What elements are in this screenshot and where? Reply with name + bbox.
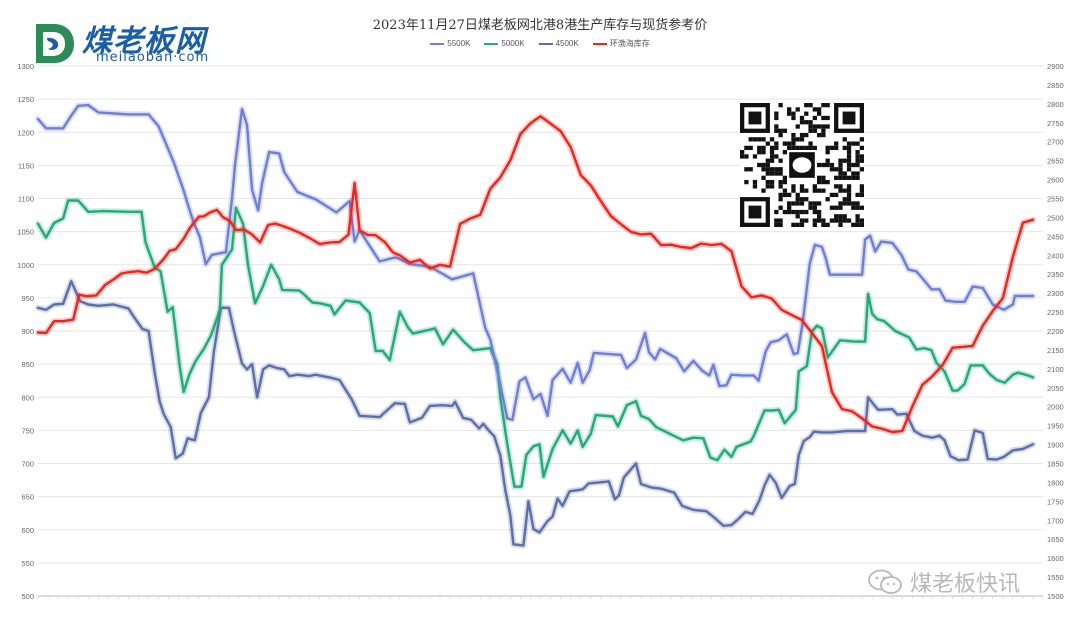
watermark-text: 煤老板快讯 xyxy=(910,572,1021,597)
y-right-tick-label: 2550 xyxy=(1047,195,1064,204)
y-right-tick-label: 2700 xyxy=(1047,138,1064,147)
y-left-tick-label: 550 xyxy=(21,559,34,568)
y-right-tick-label: 2500 xyxy=(1047,213,1064,222)
y-right-tick-label: 2850 xyxy=(1047,81,1064,90)
y-right-tick-label: 1850 xyxy=(1047,460,1064,469)
y-right-tick-label: 2900 xyxy=(1047,62,1064,71)
y-right-tick-label: 2050 xyxy=(1047,384,1064,393)
legend-swatch xyxy=(538,42,553,45)
y-left-tick-label: 500 xyxy=(21,592,34,601)
y-right-tick-label: 1750 xyxy=(1047,497,1064,506)
y-right-tick-label: 2750 xyxy=(1047,119,1064,128)
wechat-icon xyxy=(868,569,902,594)
y-right-tick-label: 2400 xyxy=(1047,251,1064,260)
legend-item: 5000K xyxy=(484,38,525,49)
y-left-tick-label: 1150 xyxy=(18,161,34,170)
legend-swatch xyxy=(484,42,499,45)
y-left-tick-label: 1200 xyxy=(17,128,34,137)
y-right-tick-label: 1900 xyxy=(1047,441,1064,450)
y-right-tick-label: 1550 xyxy=(1047,573,1064,582)
y-right-tick-label: 1950 xyxy=(1047,422,1064,431)
y-left-tick-label: 950 xyxy=(21,294,34,303)
logo-d-icon xyxy=(36,24,74,63)
y-right-tick-label: 2200 xyxy=(1047,327,1064,336)
y-left-tick-label: 900 xyxy=(21,327,34,336)
y-right-tick-label: 1500 xyxy=(1047,592,1064,601)
y-left-tick-label: 750 xyxy=(21,426,34,435)
y-right-tick-label: 2450 xyxy=(1047,232,1064,241)
y-right-tick-label: 2800 xyxy=(1047,100,1064,109)
site-logo: 煤老板网 meilaoban·com xyxy=(30,14,250,70)
legend-label: 5500K xyxy=(447,39,471,48)
legend-item: 环渤海库存 xyxy=(592,38,650,49)
y-right-tick-label: 1800 xyxy=(1047,478,1064,487)
y-left-tick-label: 700 xyxy=(21,460,34,469)
y-left-tick-label: 800 xyxy=(21,393,34,402)
y-left-tick-label: 1050 xyxy=(17,228,34,237)
y-right-tick-label: 2150 xyxy=(1047,346,1064,355)
series-line-4500K xyxy=(36,280,1035,547)
y-right-tick-label: 1650 xyxy=(1047,535,1064,544)
legend-item: 5500K xyxy=(430,38,470,49)
y-right-tick-label: 1700 xyxy=(1047,516,1064,525)
legend-label: 环渤海库存 xyxy=(609,39,650,48)
y-right-tick-label: 2600 xyxy=(1047,176,1064,185)
chart-title: 2023年11月27日煤老板网北港8港生产库存与现货参考价 xyxy=(372,18,708,33)
y-right-tick-label: 1600 xyxy=(1047,554,1064,563)
y-right-tick-label: 2100 xyxy=(1047,365,1064,374)
chart-legend: 5500K 5000K 4500K 环渤海库存 xyxy=(0,38,1080,49)
watermark: 煤老板快讯 xyxy=(868,566,1020,598)
y-left-tick-label: 1300 xyxy=(17,62,34,71)
legend-swatch xyxy=(592,42,607,45)
legend-item: 4500K xyxy=(538,38,579,49)
y-right-tick-label: 2300 xyxy=(1047,289,1064,298)
legend-label: 4500K xyxy=(555,39,579,48)
logo-text-cn: 煤老板网 xyxy=(82,24,206,59)
legend-swatch xyxy=(430,42,445,45)
series-line-5000K xyxy=(36,199,1035,488)
y-left-tick-label: 1250 xyxy=(17,95,34,104)
y-left-tick-label: 1000 xyxy=(17,261,34,270)
y-left-tick-label: 650 xyxy=(21,493,34,502)
y-left-tick-label: 1100 xyxy=(18,195,34,204)
y-right-tick-label: 2650 xyxy=(1047,157,1064,166)
qr-code-icon xyxy=(740,103,864,227)
logo-text-en: meilaoban·com xyxy=(96,50,210,65)
y-right-tick-label: 2250 xyxy=(1047,308,1064,317)
y-right-tick-label: 2000 xyxy=(1047,403,1064,412)
legend-label: 5000K xyxy=(501,39,525,48)
series-line-环渤海库存 xyxy=(36,115,1035,434)
series-line-5500K xyxy=(36,103,1035,421)
y-left-tick-label: 600 xyxy=(21,526,34,535)
y-right-tick-label: 2350 xyxy=(1047,270,1064,279)
y-left-tick-label: 850 xyxy=(21,360,34,369)
